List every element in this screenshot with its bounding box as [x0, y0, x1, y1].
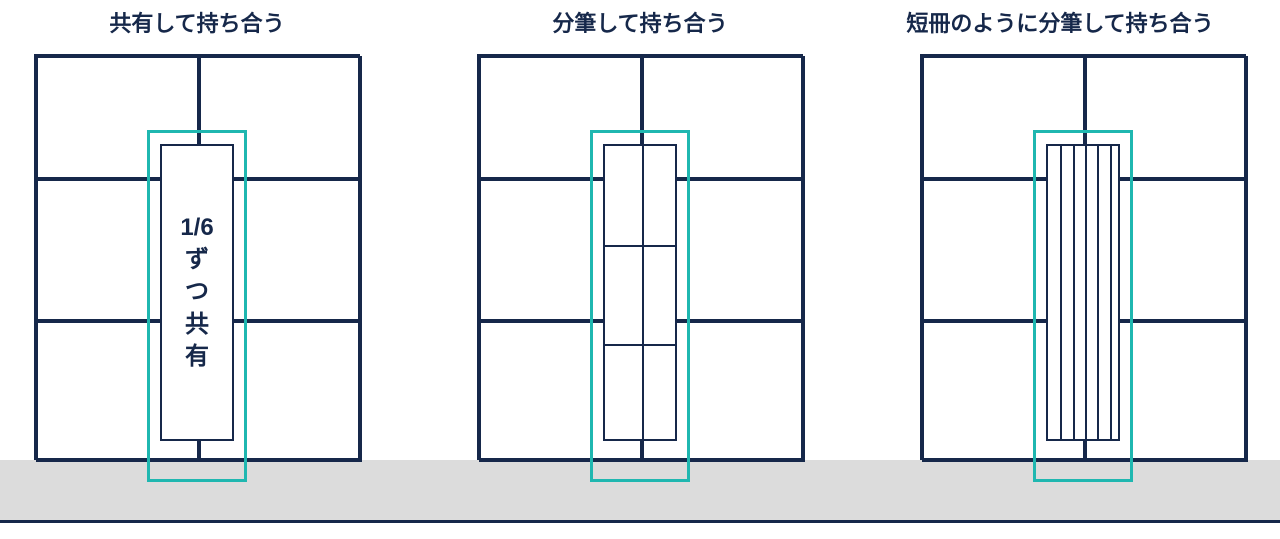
panel-title-3: 短冊のように分筆して持ち合う	[906, 6, 1213, 38]
strip-divider	[1097, 146, 1099, 439]
access-inner-2	[603, 144, 677, 441]
panel-title-2: 分筆して持ち合う	[552, 6, 727, 38]
strip-divider	[1073, 146, 1075, 439]
subdivision-vline	[642, 146, 644, 439]
access-inner-1: 1/6ずつ共有	[160, 144, 234, 441]
subdivision-hline	[605, 245, 675, 247]
shared-label: 1/6ずつ共有	[162, 212, 232, 374]
strip-divider	[1085, 146, 1087, 439]
access-inner-3	[1046, 144, 1120, 441]
panel-title-1: 共有して持ち合う	[109, 6, 284, 38]
strip-divider	[1110, 146, 1112, 439]
strip-divider	[1060, 146, 1062, 439]
subdivision-hline	[605, 344, 675, 346]
diagram-stage: { "canvas": { "width": 1280, "height": 5…	[0, 0, 1280, 539]
baseline	[0, 520, 1280, 523]
